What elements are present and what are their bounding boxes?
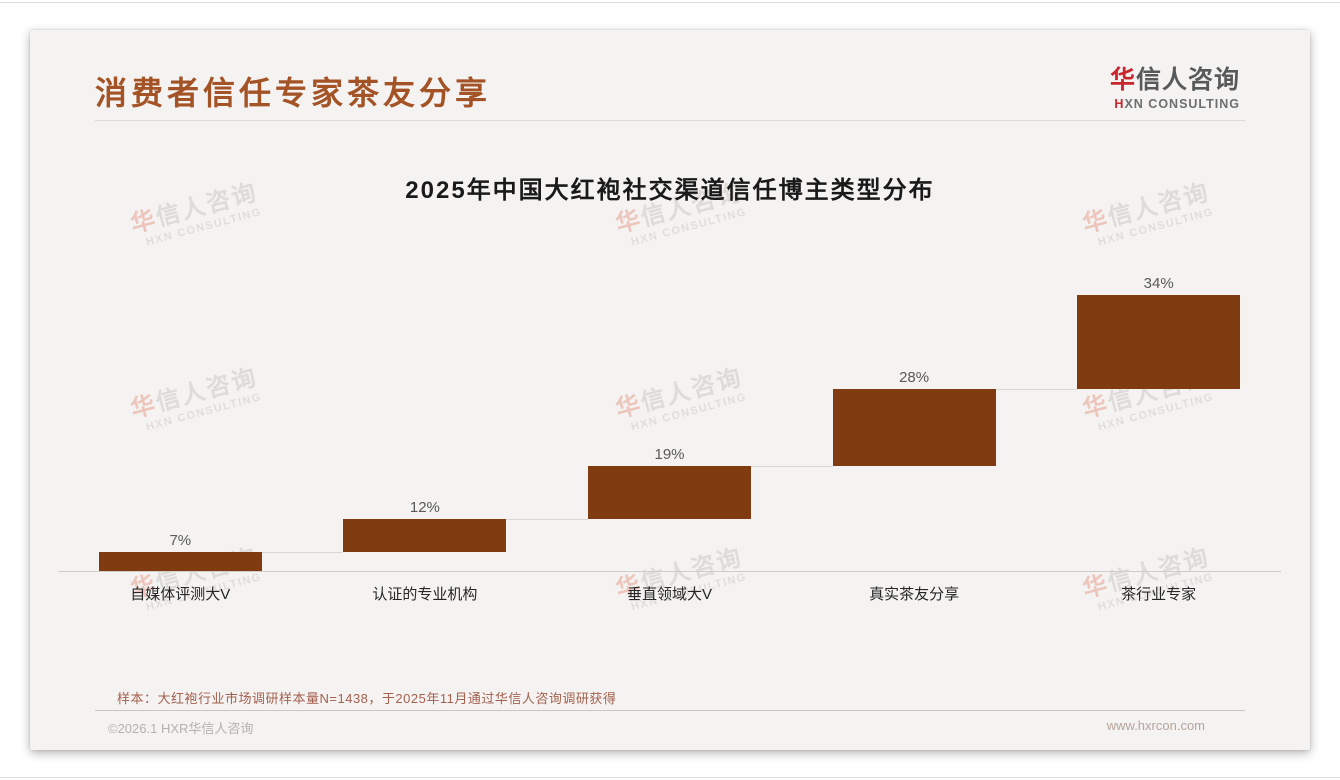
header-divider	[95, 120, 1245, 121]
slide-card: 华信人咨询 HXN CONSULTING 华信人咨询 HXN CONSULTING 华信…	[30, 30, 1310, 750]
logo-en-text: HXN CONSULTING	[1114, 97, 1240, 111]
category-label: 茶行业专家	[1121, 586, 1197, 603]
waterfall-chart: 7% 自媒体评测大V 12% 认证的专业机构 19% 垂直领域大V 28% 真实茶友分享 34%…	[58, 30, 1281, 630]
website-url: www.hxrcon.com	[1106, 718, 1205, 733]
footer-divider	[95, 710, 1245, 711]
bar-value-label: 12%	[409, 498, 440, 516]
waterfall-bar-4	[832, 388, 996, 467]
waterfall-bar-2	[343, 518, 507, 552]
waterfall-bar-5	[1077, 295, 1241, 389]
copyright-text: ©2026.1 HXR华信人咨询	[108, 721, 254, 736]
window-bottom-border	[0, 777, 1340, 778]
waterfall-connector-line	[261, 551, 344, 553]
category-label: 自媒体评测大V	[130, 586, 231, 603]
waterfall-bar-1	[98, 551, 262, 571]
category-label: 真实茶友分享	[869, 586, 960, 603]
waterfall-connector-line	[506, 518, 588, 520]
logo-cn-text: 华信人咨询	[1109, 66, 1240, 94]
category-label: 认证的专业机构	[372, 586, 478, 603]
sample-footnote: 样本：大红袍行业市场调研样本量N=1438，于2025年11月通过华信人咨询调研…	[117, 691, 617, 706]
category-label: 垂直领域大V	[626, 586, 712, 603]
bar-value-label: 19%	[654, 446, 685, 464]
waterfall-bar-3	[588, 466, 751, 519]
window-top-border	[0, 2, 1340, 3]
x-axis-line	[58, 571, 1281, 572]
chart-title: 2025年中国大红袍社交渠道信任博主类型分布	[405, 177, 935, 204]
page-title: 消费者信任专家茶友分享	[95, 75, 492, 111]
company-logo: 华信人咨询 HXN CONSULTING	[1110, 60, 1240, 111]
waterfall-connector-line	[751, 466, 833, 468]
bar-value-label: 7%	[169, 531, 192, 549]
waterfall-connector-line	[995, 388, 1078, 390]
bar-value-label: 28%	[899, 368, 930, 386]
bar-value-label: 34%	[1143, 275, 1174, 292]
